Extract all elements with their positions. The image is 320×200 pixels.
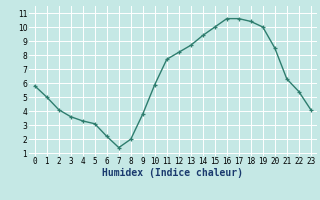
X-axis label: Humidex (Indice chaleur): Humidex (Indice chaleur) [102,168,243,178]
